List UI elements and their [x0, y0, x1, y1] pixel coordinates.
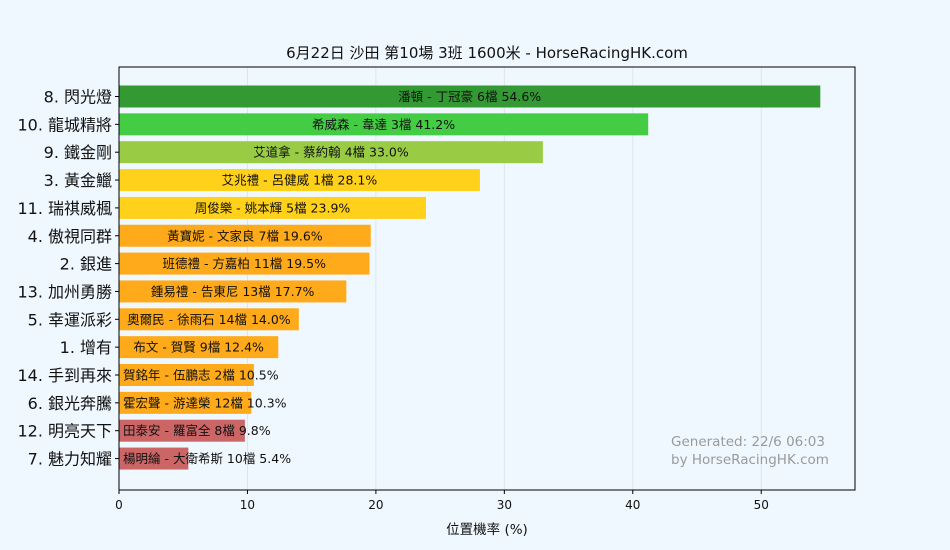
bar [119, 169, 480, 192]
bar-label: 黃寶妮 - 文家良 7檔 19.6% [167, 228, 323, 243]
bar-label: 奧爾民 - 徐雨石 14檔 14.0% [127, 312, 291, 327]
category-label: 13. 加州勇勝 [17, 282, 112, 301]
bar [119, 113, 649, 136]
bar [119, 419, 245, 442]
bar [119, 85, 821, 108]
bars [119, 85, 821, 470]
bar-label: 希威森 - 韋達 3檔 41.2% [312, 117, 455, 132]
x-tick-label: 30 [497, 498, 512, 512]
category-label: 6. 銀光奔騰 [28, 394, 112, 413]
x-tick-label: 0 [115, 498, 123, 512]
chart-title: 6月22日 沙田 第10場 3班 1600米 - HorseRacingHK.c… [286, 44, 688, 62]
watermark-generated: Generated: 22/6 06:03 [671, 434, 825, 450]
category-label: 4. 傲視同群 [28, 227, 112, 246]
bar-label: 周俊樂 - 姚本輝 5檔 23.9% [195, 200, 351, 215]
x-axis-ticks: 0 10 20 30 40 50 [115, 490, 769, 512]
category-label: 3. 黃金鱲 [44, 171, 112, 190]
x-axis-label: 位置機率 (%) [446, 521, 528, 538]
bar-label: 鍾易禮 - 告東尼 13檔 17.7% [151, 284, 315, 299]
x-tick-label: 50 [754, 498, 769, 512]
bar-label: 楊明綸 - 大衛希斯 10檔 5.4% [123, 451, 291, 466]
bar [119, 308, 299, 331]
x-tick-label: 40 [625, 498, 640, 512]
x-tick-label: 10 [240, 498, 255, 512]
category-label: 11. 瑞祺威楓 [17, 199, 112, 218]
bar-label: 艾兆禮 - 呂健威 1檔 28.1% [222, 173, 378, 188]
bar [119, 364, 254, 386]
bar [119, 447, 189, 470]
category-labels: 8. 閃光燈 10. 龍城精將 9. 鐵金剛 3. 黃金鱲 11. 瑞祺威楓 4. 傲視同… [17, 88, 119, 469]
category-label: 8. 閃光燈 [44, 88, 112, 107]
watermark-site: by HorseRacingHK.com [671, 452, 829, 468]
category-label: 2. 銀進 [60, 255, 112, 274]
bar-label: 田泰安 - 羅富全 8檔 9.8% [123, 423, 271, 438]
bar-labels: 潘頓 - 丁冠豪 6檔 54.6% 希威森 - 韋達 3檔 41.2% 艾道拿 - … [123, 89, 541, 466]
category-label: 10. 龍城精將 [17, 115, 112, 134]
bar [119, 252, 370, 275]
bar-label: 艾道拿 - 蔡約翰 4檔 33.0% [253, 145, 409, 160]
category-label: 5. 幸運派彩 [28, 310, 112, 329]
bar-label: 潘頓 - 丁冠豪 6檔 54.6% [398, 89, 541, 104]
bar [119, 336, 279, 359]
category-label: 7. 魅力知耀 [28, 450, 112, 469]
bar [119, 196, 426, 219]
category-label: 1. 增有 [60, 338, 112, 357]
category-label: 12. 明亮天下 [17, 422, 112, 441]
category-label: 14. 手到再來 [17, 366, 112, 385]
bar [119, 141, 543, 164]
bar-label: 賀銘年 - 伍鵬志 2檔 10.5% [123, 368, 279, 383]
bar-label: 霍宏聲 - 游達榮 12檔 10.3% [123, 395, 287, 410]
x-tick-label: 20 [368, 498, 383, 512]
bar-label: 布文 - 賀賢 9檔 12.4% [133, 340, 264, 355]
bar [119, 280, 347, 303]
bar-label: 班德禮 - 方嘉柏 11檔 19.5% [162, 256, 326, 271]
bar [119, 224, 371, 247]
category-label: 9. 鐵金剛 [44, 143, 112, 162]
plot-frame [118, 66, 856, 491]
bar [119, 391, 252, 414]
grid-lines [246, 67, 762, 490]
